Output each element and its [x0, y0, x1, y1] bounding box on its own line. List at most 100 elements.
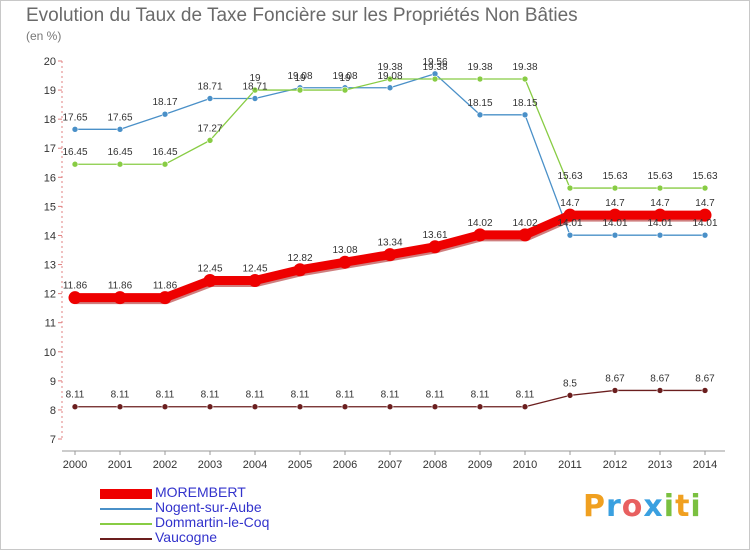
data-label-vaucogne: 8.11 — [156, 390, 175, 401]
logo-letter: o — [621, 489, 644, 524]
legend-label-nogent-sur-aube: Nogent-sur-Aube — [155, 499, 262, 515]
data-point-vaucogne — [71, 403, 79, 411]
proxiti-logo: Proxiti — [583, 489, 702, 524]
data-point-vaucogne — [701, 387, 709, 394]
data-label-nogent-sur-aube: 19.08 — [377, 71, 402, 82]
x-tick-label: 2004 — [243, 459, 267, 471]
chart-title: Evolution du Taux de Taxe Foncière sur l… — [26, 5, 578, 26]
data-label-morembert: 12.45 — [242, 264, 267, 275]
data-point-morembert — [518, 228, 532, 242]
data-label-nogent-sur-aube: 17.65 — [62, 112, 87, 123]
logo-letter: i — [690, 489, 702, 524]
data-label-dommartin-le-coq: 19 — [294, 73, 306, 84]
data-label-dommartin-le-coq: 19.38 — [377, 62, 402, 73]
data-label-dommartin-le-coq: 17.27 — [197, 123, 222, 134]
data-label-nogent-sur-aube: 18.71 — [197, 82, 222, 93]
data-point-morembert — [608, 208, 622, 222]
data-label-morembert: 14.7 — [650, 198, 670, 209]
x-tick-label: 2012 — [603, 459, 627, 471]
data-label-nogent-sur-aube: 14.01 — [557, 218, 582, 229]
y-tick-label: 19 — [44, 85, 56, 97]
data-label-dommartin-le-coq: 19.38 — [422, 62, 447, 73]
data-point-morembert — [428, 240, 442, 254]
data-point-dommartin-le-coq — [206, 137, 214, 144]
data-label-nogent-sur-aube: 14.01 — [647, 218, 672, 229]
data-label-morembert: 14.7 — [560, 198, 580, 209]
data-label-morembert: 12.45 — [197, 264, 222, 275]
data-point-nogent-sur-aube — [521, 111, 529, 119]
logo-letter: P — [583, 489, 606, 524]
y-tick-label: 17 — [44, 143, 56, 155]
data-label-nogent-sur-aube: 19.08 — [287, 71, 312, 82]
data-point-dommartin-le-coq — [656, 184, 664, 192]
y-tick-label: 16 — [44, 172, 56, 184]
x-tick-label: 2006 — [333, 459, 357, 471]
legend-swatch-vaucogne — [100, 538, 152, 540]
data-label-dommartin-le-coq: 16.45 — [152, 147, 177, 158]
x-tick-label: 2000 — [63, 459, 87, 471]
data-point-nogent-sur-aube — [71, 126, 79, 133]
data-label-nogent-sur-aube: 14.01 — [692, 218, 717, 229]
logo-letter: x — [643, 489, 664, 524]
data-point-vaucogne — [251, 403, 259, 411]
data-label-morembert: 14.02 — [512, 218, 537, 229]
data-label-dommartin-le-coq: 19 — [249, 73, 261, 84]
x-tick-label: 2003 — [198, 459, 222, 471]
logo-letter: r — [606, 489, 622, 524]
data-label-vaucogne: 8.5 — [563, 378, 577, 389]
y-tick-label: 14 — [44, 230, 56, 242]
logo-letter: i — [663, 489, 676, 524]
data-label-vaucogne: 8.67 — [605, 373, 625, 384]
data-point-morembert — [203, 274, 217, 288]
y-tick-label: 9 — [50, 376, 56, 388]
data-label-morembert: 11.86 — [63, 281, 88, 292]
data-label-vaucogne: 8.11 — [471, 390, 490, 401]
legend-swatch-dommartin-le-coq — [100, 523, 152, 525]
data-label-vaucogne: 8.67 — [695, 373, 715, 384]
data-label-dommartin-le-coq: 15.63 — [557, 171, 582, 182]
x-tick-label: 2007 — [378, 459, 402, 471]
data-point-morembert — [473, 228, 487, 242]
x-tick-label: 2009 — [468, 459, 492, 471]
data-label-vaucogne: 8.11 — [291, 390, 310, 401]
data-label-nogent-sur-aube: 18.15 — [467, 98, 492, 109]
data-label-nogent-sur-aube: 18.71 — [242, 82, 267, 93]
data-label-morembert: 13.61 — [422, 230, 447, 241]
data-label-dommartin-le-coq: 19 — [339, 73, 351, 84]
data-label-vaucogne: 8.11 — [111, 390, 130, 401]
data-point-vaucogne — [116, 403, 124, 411]
legend-label-morembert: MOREMBERT — [155, 484, 246, 500]
data-point-nogent-sur-aube — [206, 95, 214, 102]
y-tick-label: 18 — [44, 114, 56, 126]
data-label-nogent-sur-aube: 18.15 — [512, 98, 537, 109]
data-label-vaucogne: 8.11 — [426, 390, 445, 401]
data-label-dommartin-le-coq: 16.45 — [107, 147, 132, 158]
data-label-dommartin-le-coq: 19.38 — [467, 62, 492, 73]
data-point-vaucogne — [476, 403, 484, 411]
data-point-dommartin-le-coq — [116, 160, 124, 168]
data-label-dommartin-le-coq: 15.63 — [692, 171, 717, 182]
legend-label-vaucogne: Vaucogne — [155, 529, 218, 545]
data-label-nogent-sur-aube: 17.65 — [107, 112, 132, 123]
data-label-nogent-sur-aube: 18.17 — [152, 97, 177, 108]
data-label-nogent-sur-aube: 14.01 — [602, 218, 627, 229]
data-point-morembert — [698, 208, 712, 222]
legend-swatch-morembert — [100, 489, 152, 499]
data-point-dommartin-le-coq — [431, 75, 439, 83]
data-point-vaucogne — [431, 403, 439, 411]
data-label-morembert: 11.86 — [108, 281, 133, 292]
data-point-vaucogne — [296, 403, 304, 411]
y-tick-label: 11 — [45, 318, 56, 330]
data-point-morembert — [293, 263, 307, 277]
data-point-dommartin-le-coq — [71, 160, 79, 168]
data-label-morembert: 13.34 — [377, 238, 402, 249]
data-point-morembert — [338, 255, 352, 269]
data-point-vaucogne — [341, 403, 349, 411]
data-point-vaucogne — [161, 403, 169, 411]
data-label-vaucogne: 8.11 — [246, 390, 265, 401]
data-label-vaucogne: 8.11 — [66, 390, 85, 401]
data-label-dommartin-le-coq: 15.63 — [647, 171, 672, 182]
y-tick-label: 12 — [44, 289, 56, 301]
data-point-nogent-sur-aube — [566, 231, 574, 239]
